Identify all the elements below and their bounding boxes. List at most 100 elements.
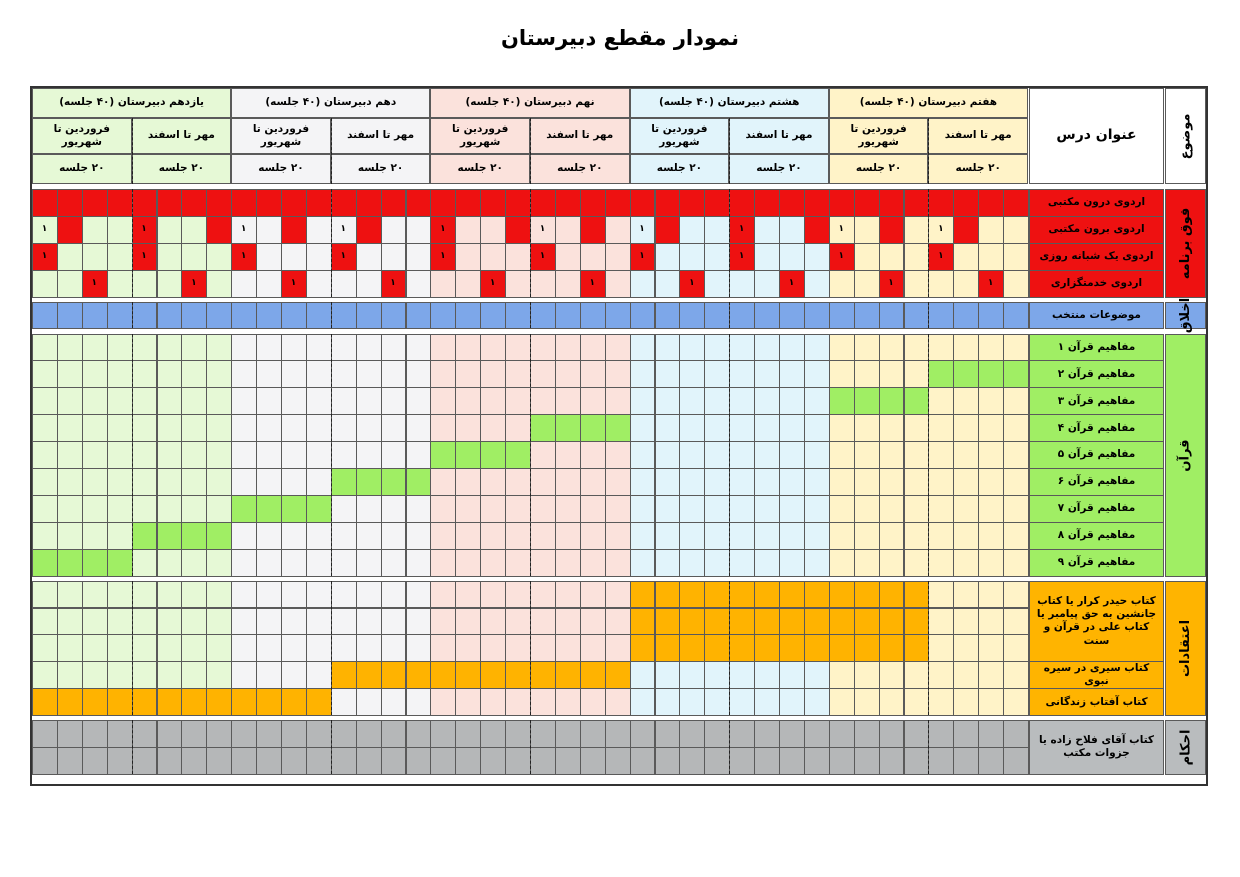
- schedule-cell: [530, 468, 556, 496]
- schedule-cell: [430, 333, 457, 362]
- schedule-cell: [156, 661, 183, 690]
- schedule-cell: [355, 747, 382, 775]
- schedule-cell: [330, 661, 357, 690]
- schedule-cell: [380, 242, 407, 271]
- schedule-cell: [779, 242, 805, 271]
- schedule-cell: [629, 747, 656, 775]
- schedule-cell: [32, 720, 58, 748]
- schedule-cell: [56, 215, 83, 244]
- schedule-cell: [953, 242, 980, 271]
- schedule-cell: [32, 360, 58, 389]
- schedule-cell: [430, 580, 457, 609]
- schedule-cell: [505, 580, 531, 609]
- schedule-cell: [231, 580, 258, 609]
- schedule-cell: [206, 414, 233, 443]
- schedule-cell: [978, 634, 1005, 663]
- schedule-cell: [853, 414, 880, 443]
- schedule-cell: [953, 414, 980, 443]
- schedule-cell: [281, 414, 307, 443]
- lesson-label: اردوی یک شبانه روزی: [1029, 242, 1164, 271]
- schedule-cell: [604, 242, 631, 271]
- schedule-cell: [953, 269, 980, 298]
- schedule-cell: [928, 360, 955, 389]
- schedule-cell: [181, 607, 208, 636]
- schedule-cell: [1003, 468, 1029, 496]
- schedule-cell: [281, 521, 307, 550]
- schedule-cell: [156, 494, 183, 523]
- schedule-cell: [779, 269, 805, 298]
- schedule-cell: [505, 441, 531, 469]
- schedule-cell: [131, 215, 158, 244]
- schedule-cell: [405, 301, 432, 330]
- schedule-cell: [978, 215, 1005, 244]
- schedule-cell: [953, 301, 980, 330]
- schedule-cell: [754, 333, 780, 362]
- schedule-cell: [878, 548, 905, 577]
- schedule-cell: [81, 634, 108, 663]
- schedule-cell: [231, 548, 258, 577]
- schedule-cell: [704, 387, 731, 416]
- schedule-cell: [978, 269, 1005, 298]
- schedule-cell: [554, 634, 581, 663]
- term-divider: [729, 189, 731, 297]
- schedule-cell: [1003, 521, 1029, 550]
- schedule-cell: [281, 607, 307, 636]
- schedule-cell: [206, 494, 233, 523]
- schedule-cell: [779, 189, 805, 217]
- schedule-cell: [405, 720, 432, 748]
- schedule-cell: [231, 720, 258, 748]
- schedule-cell: [928, 548, 955, 577]
- schedule-cell: [131, 301, 158, 330]
- schedule-cell: [1003, 688, 1029, 717]
- schedule-cell: [131, 333, 158, 362]
- term-divider: [530, 189, 531, 297]
- schedule-cell: [32, 215, 58, 244]
- schedule-cell: [729, 269, 756, 298]
- schedule-cell: [928, 441, 955, 469]
- schedule-cell: [878, 387, 905, 416]
- schedule-cell: [878, 242, 905, 271]
- schedule-cell: [56, 189, 83, 217]
- schedule-cell: [828, 360, 855, 389]
- schedule-cell: [305, 720, 332, 748]
- schedule-cell: [953, 494, 980, 523]
- section-label: فوق برنامه: [1165, 189, 1206, 298]
- schedule-cell: [355, 441, 382, 469]
- schedule-cell: [380, 720, 407, 748]
- schedule-cell: [505, 215, 531, 244]
- schedule-cell: [81, 387, 108, 416]
- lesson-label: موضوعات منتخب: [1029, 301, 1164, 330]
- schedule-cell: [281, 720, 307, 748]
- schedule-cell: [654, 747, 681, 775]
- schedule-cell: [231, 333, 258, 362]
- schedule-cell: [181, 468, 208, 496]
- schedule-cell: [480, 580, 507, 609]
- schedule-cell: [405, 242, 432, 271]
- schedule-cell: [106, 607, 133, 636]
- term-label: مهر تا اسفند: [131, 118, 232, 154]
- schedule-cell: [231, 242, 258, 271]
- schedule-cell: [330, 688, 357, 717]
- schedule-cell: [106, 215, 133, 244]
- lesson-label: کتاب سیری در سیره نبوی: [1029, 661, 1164, 690]
- schedule-cell: [131, 360, 158, 389]
- lesson-label: مفاهیم قرآن ۵: [1029, 441, 1164, 469]
- schedule-cell: [32, 747, 58, 775]
- curriculum-table: یازدهم دبیرستان (۴۰ جلسه) مهر تا اسفند فرو…: [32, 88, 1206, 784]
- schedule-cell: [181, 494, 208, 523]
- schedule-cell: [231, 747, 258, 775]
- term-divider: [729, 301, 731, 329]
- schedule-cell: [380, 360, 407, 389]
- schedule-cell: [704, 414, 731, 443]
- schedule-cell: [156, 720, 183, 748]
- schedule-cell: [131, 414, 158, 443]
- schedule-cell: [355, 607, 382, 636]
- schedule-cell: [803, 441, 830, 469]
- schedule-cell: [380, 688, 407, 717]
- schedule-cell: [903, 494, 930, 523]
- schedule-cell: [480, 360, 507, 389]
- schedule-cell: [430, 414, 457, 443]
- schedule-cell: [56, 634, 83, 663]
- schedule-cell: [928, 387, 955, 416]
- schedule-cell: [430, 215, 457, 244]
